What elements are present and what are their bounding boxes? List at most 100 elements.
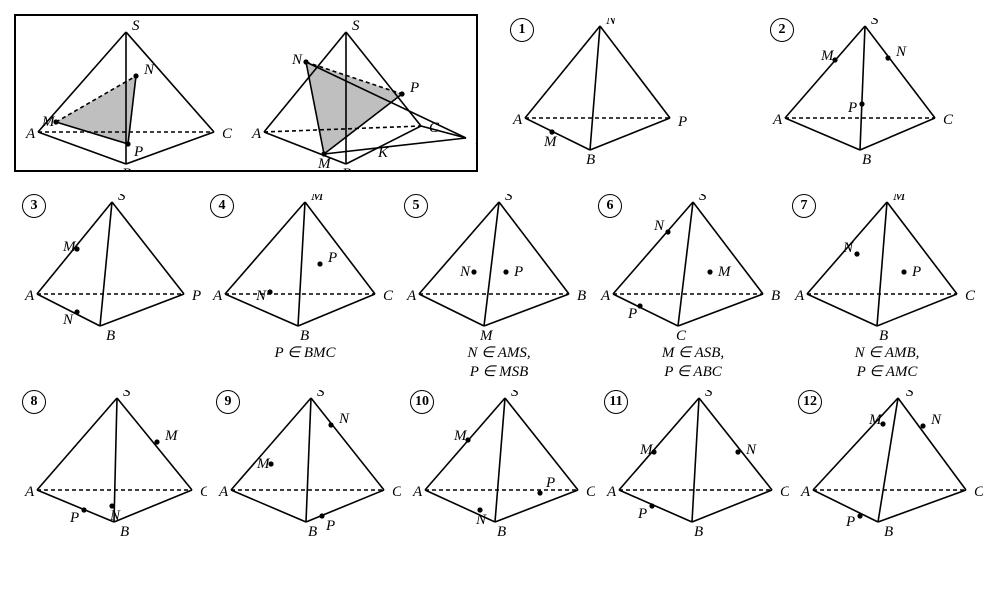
svg-text:C: C [392, 484, 401, 500]
svg-text:N: N [842, 240, 854, 256]
diagram-2: S A B C M N P [770, 18, 955, 168]
svg-text:N: N [143, 62, 155, 78]
svg-text:S: S [132, 18, 140, 34]
diagram-10: SABCMNP [410, 390, 595, 540]
svg-text:C: C [676, 328, 687, 344]
caption-6: M ∈ ASB,P ∈ ABC [618, 344, 768, 382]
svg-text:S: S [871, 18, 879, 28]
svg-text:N: N [291, 52, 303, 68]
svg-text:S: S [118, 194, 126, 204]
svg-text:P: P [845, 514, 855, 530]
svg-text:N: N [109, 508, 121, 524]
svg-text:S: S [505, 194, 513, 204]
svg-text:N: N [745, 442, 757, 458]
svg-text:A: A [600, 288, 611, 304]
svg-text:P: P [69, 510, 79, 526]
svg-text:C: C [200, 484, 207, 500]
svg-text:P: P [677, 114, 687, 130]
svg-text:B: B [771, 288, 780, 304]
svg-text:P: P [847, 100, 857, 116]
svg-text:N: N [475, 512, 487, 528]
svg-text:P: P [627, 306, 637, 322]
svg-text:C: C [222, 126, 233, 142]
svg-text:P: P [911, 264, 921, 280]
svg-text:B: B [862, 152, 871, 168]
svg-text:N: N [653, 218, 665, 234]
svg-text:M: M [639, 442, 654, 458]
svg-text:M: M [453, 428, 468, 444]
svg-text:A: A [606, 484, 617, 500]
svg-text:C: C [974, 484, 983, 500]
svg-text:B: B [577, 288, 586, 304]
diagram-3: SABPMN [22, 194, 207, 344]
svg-text:M: M [820, 48, 835, 64]
svg-text:B: B [342, 166, 351, 170]
svg-text:A: A [794, 288, 805, 304]
svg-text:N: N [338, 411, 350, 427]
svg-text:S: S [906, 390, 914, 400]
svg-text:M: M [717, 264, 732, 280]
svg-text:A: A [800, 484, 811, 500]
svg-text:M: M [41, 114, 56, 130]
svg-text:S: S [123, 390, 131, 400]
svg-text:N: N [459, 264, 471, 280]
svg-text:B: B [122, 166, 131, 170]
svg-text:N: N [255, 288, 267, 304]
svg-text:A: A [412, 484, 423, 500]
svg-text:C: C [780, 484, 789, 500]
svg-text:M: M [256, 456, 271, 472]
svg-text:N: N [895, 44, 907, 60]
svg-text:M: M [892, 194, 907, 204]
svg-text:C: C [965, 288, 976, 304]
svg-text:A: A [24, 484, 35, 500]
diagram-7: M A B C N P [792, 194, 977, 344]
svg-text:B: B [497, 524, 506, 540]
svg-text:K: K [377, 145, 389, 161]
svg-text:N: N [930, 412, 942, 428]
svg-text:P: P [513, 264, 523, 280]
diagram-6: S A C B N M P [598, 194, 783, 344]
svg-text:S: S [352, 18, 360, 34]
svg-text:A: A [212, 288, 223, 304]
svg-text:M: M [310, 194, 325, 204]
svg-text:N: N [605, 18, 617, 28]
caption-7: N ∈ AMB,P ∈ AMC [812, 344, 962, 382]
svg-text:S: S [317, 390, 325, 400]
svg-text:B: B [300, 328, 309, 344]
reference-svg: SABCMPNSABCNMPKX [16, 16, 476, 170]
svg-text:A: A [251, 126, 262, 142]
svg-text:A: A [218, 484, 229, 500]
svg-text:P: P [191, 288, 201, 304]
svg-text:S: S [705, 390, 713, 400]
svg-text:M: M [479, 328, 494, 344]
diagram-8: S A B C M N P [22, 390, 207, 540]
caption-4: P ∈ BMC [230, 344, 380, 363]
page-root: SABCMPNSABCNMPKX1NABPM2SABCMNP3SABPMN4MA… [10, 10, 976, 589]
svg-text:N: N [62, 312, 74, 328]
svg-text:A: A [772, 112, 783, 128]
svg-text:B: B [884, 524, 893, 540]
diagram-5: S A M B N P [404, 194, 589, 344]
svg-text:B: B [694, 524, 703, 540]
svg-text:A: A [406, 288, 417, 304]
diagram-12: S A B C M N P [798, 390, 983, 540]
svg-text:P: P [545, 475, 555, 491]
svg-text:X: X [475, 132, 476, 148]
svg-text:S: S [511, 390, 519, 400]
svg-text:B: B [106, 328, 115, 344]
svg-text:M: M [164, 428, 179, 444]
svg-text:B: B [308, 524, 317, 540]
caption-5: N ∈ AMS,P ∈ MSB [424, 344, 574, 382]
svg-text:B: B [879, 328, 888, 344]
svg-text:B: B [586, 152, 595, 168]
svg-text:P: P [409, 80, 419, 96]
svg-text:M: M [868, 412, 883, 428]
svg-text:S: S [699, 194, 707, 204]
reference-box: SABCMPNSABCNMPKX [14, 14, 478, 172]
svg-text:P: P [133, 144, 143, 160]
svg-text:M: M [543, 134, 558, 150]
svg-text:A: A [512, 112, 523, 128]
svg-text:B: B [120, 524, 129, 540]
svg-text:A: A [24, 288, 35, 304]
svg-text:C: C [943, 112, 954, 128]
